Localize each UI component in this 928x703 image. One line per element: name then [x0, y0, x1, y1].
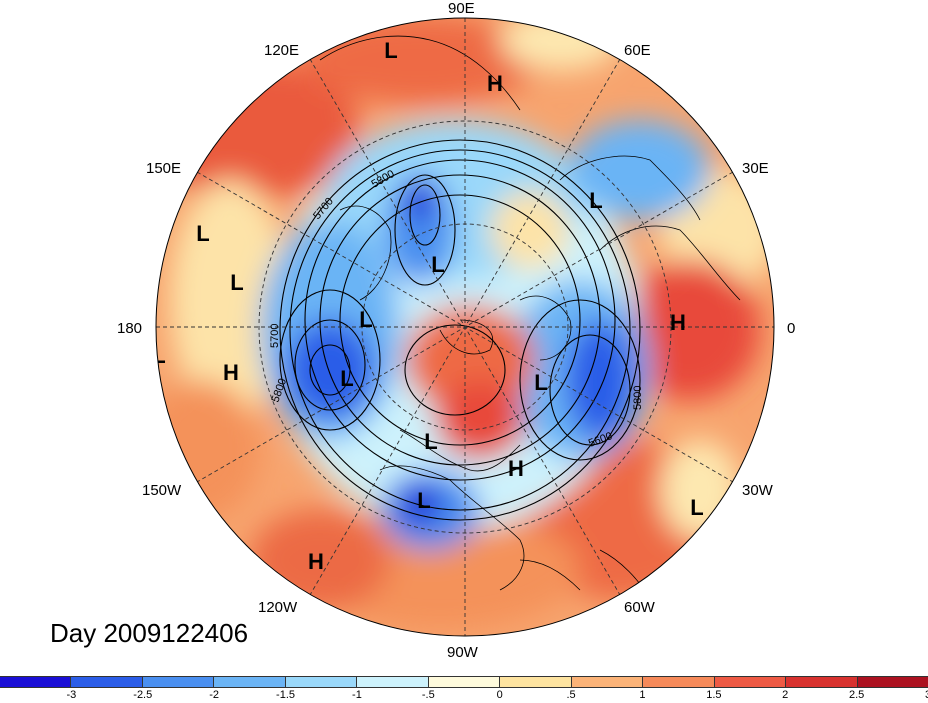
colorbar-swatch: [571, 677, 644, 687]
lon-label: 120W: [258, 599, 298, 616]
map-boundary: [155, 17, 775, 637]
colorbar-swatch: [357, 677, 429, 687]
lon-label: 30E: [742, 160, 769, 177]
low-pressure-label: L: [431, 252, 444, 277]
low-pressure-label: L: [359, 307, 372, 332]
low-pressure-label: L: [230, 270, 243, 295]
colorbar-tick-label: -.5: [421, 689, 435, 701]
colorbar-tick-label: -1.5: [276, 689, 296, 701]
colorbar-swatch: [0, 677, 72, 687]
graticule: [156, 18, 774, 636]
colorbar-tick-label: .5: [566, 689, 576, 701]
low-pressure-label: L: [152, 343, 165, 368]
colorbar-swatch: [214, 677, 286, 687]
lon-label: 60W: [624, 599, 656, 616]
colorbar-tick-label: 2.5: [848, 689, 865, 701]
low-pressure-label: L: [340, 366, 353, 391]
low-pressure-label: L: [589, 188, 602, 213]
colorbar-tick-label: 0: [496, 689, 503, 701]
low-pressure-label: L: [384, 38, 397, 63]
lon-label: 90W: [447, 644, 479, 661]
colorbar-ticks: -3 -2.5 -2 -1.5 -1 -.5 0 .5 1 1.5 2 2.5 3: [0, 689, 928, 703]
high-pressure-label: H: [223, 360, 239, 385]
lon-label: 0: [787, 320, 795, 337]
contour-label: 5700: [269, 324, 281, 348]
colorbar-swatch: [643, 677, 715, 687]
high-pressure-label: H: [508, 456, 524, 481]
low-pressure-label: L: [424, 429, 437, 454]
high-pressure-label: H: [487, 71, 503, 96]
low-pressure-label: L: [196, 221, 209, 246]
lon-label: 120E: [264, 42, 299, 59]
lon-label: 150W: [142, 482, 182, 499]
colorbar-tick-label: -2: [209, 689, 220, 701]
colorbar-swatch: [71, 677, 143, 687]
colorbar-tick-label: 1.5: [706, 689, 722, 701]
colorbar-tick-label: -3: [66, 689, 77, 701]
colorbar-tick-label: -2.5: [133, 689, 153, 701]
high-pressure-label: H: [670, 310, 686, 335]
low-pressure-label: L: [417, 488, 430, 513]
colorbar-swatch: [786, 677, 858, 687]
lon-label: 150E: [146, 160, 181, 177]
colorbar-swatch: [285, 677, 358, 687]
colorbar-tick-label: -1: [352, 689, 362, 701]
height-contours: [279, 139, 641, 521]
colorbar-swatch: [857, 677, 928, 687]
colorbar-swatch: [142, 677, 215, 687]
low-pressure-label: L: [690, 495, 703, 520]
lon-label: 60E: [624, 42, 651, 59]
longitude-labels: 90E 60E 30E 0 30W 60W 90W 120W 150W 180 …: [117, 0, 795, 661]
colorbar-swatch: [714, 677, 787, 687]
low-pressure-label: L: [534, 370, 547, 395]
colorbar-tick-label: 2: [782, 689, 789, 701]
lon-label: 90E: [448, 0, 475, 17]
colorbar-tick-label: 3: [925, 689, 928, 701]
lon-label: 30W: [742, 482, 774, 499]
day-label: Day 2009122406: [50, 618, 249, 648]
colorbar-tick-label: 1: [639, 689, 646, 701]
colorbar-swatch: [500, 677, 572, 687]
high-pressure-label: H: [308, 549, 324, 574]
colorbar: [0, 676, 928, 688]
colorbar-swatch: [428, 677, 501, 687]
lon-label: 180: [117, 320, 142, 337]
contour-label: 5800: [632, 386, 644, 410]
